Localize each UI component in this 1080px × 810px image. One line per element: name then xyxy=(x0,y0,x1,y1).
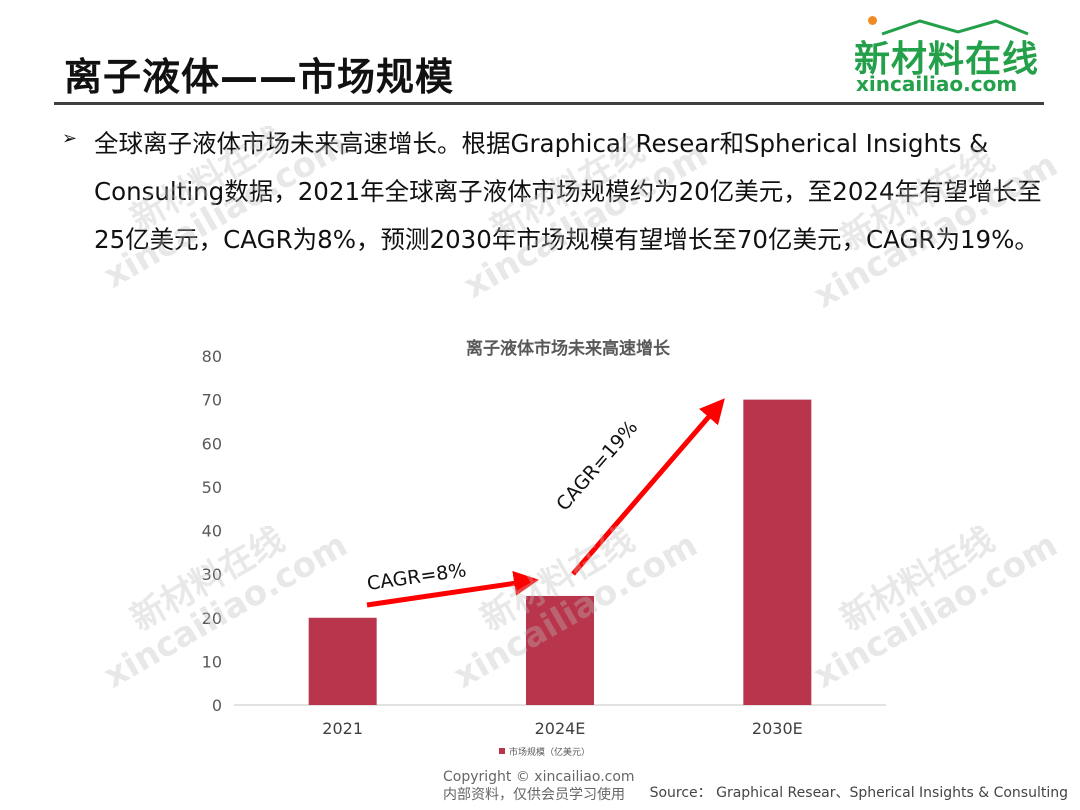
cagr-label: CAGR=19% xyxy=(552,416,642,515)
bar xyxy=(308,617,377,705)
title-divider xyxy=(54,102,1044,105)
legend-label: 市场规模（亿美元） xyxy=(509,746,590,758)
y-tick-label: 50 xyxy=(202,478,222,497)
legend-swatch xyxy=(499,748,505,754)
footer-copyright: Copyright © xincailiao.com 内部资料，仅供会员学习使用 xyxy=(443,768,635,804)
y-tick-label: 10 xyxy=(202,652,222,671)
bullet-marker-icon: ➢ xyxy=(62,128,78,149)
logo-text-en: xincailiao.com xyxy=(856,72,1018,96)
y-tick-label: 70 xyxy=(202,391,222,410)
y-tick-label: 30 xyxy=(202,565,222,584)
bullet-paragraph: 全球离子液体市场未来高速增长。根据Graphical Resear和Spheri… xyxy=(94,129,1042,254)
logo-roof-icon xyxy=(881,19,1029,36)
logo-text-cn: 新材料在线 xyxy=(854,39,1040,80)
cagr-label: CAGR=8% xyxy=(366,559,468,595)
x-tick-label: 2030E xyxy=(752,719,803,738)
source-note: Source： Graphical Resear、Spherical Insig… xyxy=(649,785,1068,801)
bar xyxy=(743,399,812,705)
cagr-arrow xyxy=(366,570,539,608)
logo-dot-icon xyxy=(868,16,877,25)
y-tick-label: 0 xyxy=(212,696,222,715)
cagr-arrow xyxy=(571,398,725,576)
chart-title: 离子液体市场未来高速增长 xyxy=(466,338,671,359)
y-tick-label: 20 xyxy=(202,609,222,628)
y-tick-label: 40 xyxy=(202,522,222,541)
xincailiao-logo: 新材料在线 xincailiao.com xyxy=(850,16,1040,96)
y-tick-label: 80 xyxy=(202,347,222,366)
x-tick-label: 2024E xyxy=(535,719,586,738)
x-tick-label: 2021 xyxy=(322,719,363,738)
copyright-line: Copyright © xincailiao.com xyxy=(443,769,635,785)
bar xyxy=(526,595,594,705)
page-title: 离子液体——市场规模 xyxy=(64,55,455,99)
y-tick-label: 60 xyxy=(202,434,222,453)
usage-notice: 内部资料，仅供会员学习使用 xyxy=(443,787,625,803)
